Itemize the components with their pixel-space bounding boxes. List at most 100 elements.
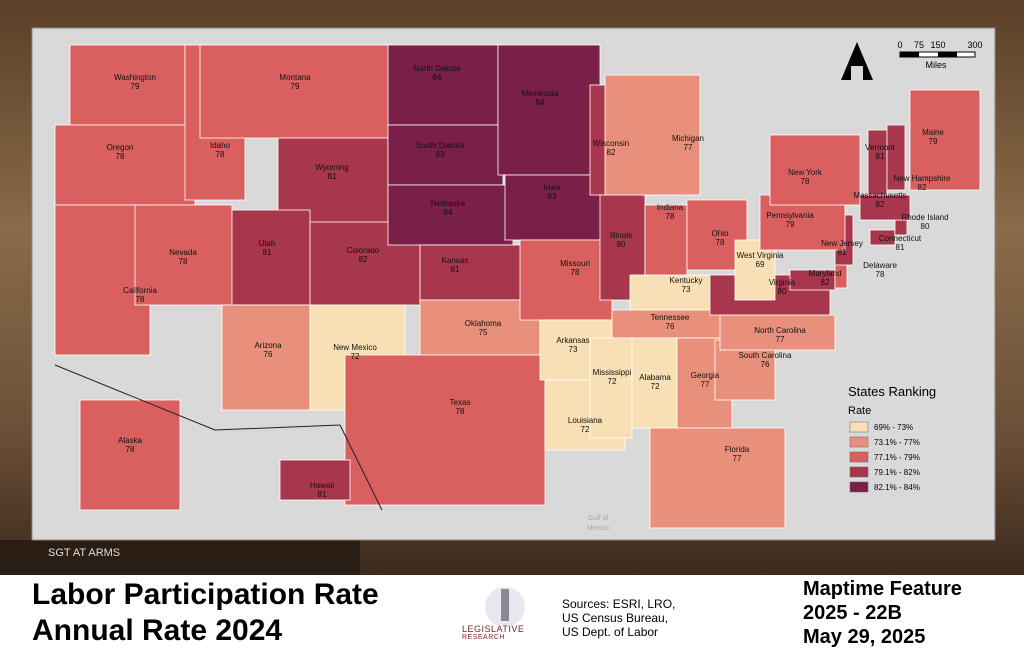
sources: US Dept. of Labor xyxy=(562,625,659,639)
state xyxy=(769,134,861,206)
scale-unit: Miles xyxy=(925,60,947,70)
logo-text: RESEARCH xyxy=(462,634,505,641)
state-value: 80 xyxy=(617,240,626,249)
state-name: Virginia xyxy=(769,278,796,287)
state xyxy=(79,399,181,511)
state-value: 79 xyxy=(929,137,938,146)
scale-label: 300 xyxy=(967,40,982,50)
state xyxy=(277,137,389,224)
state-name: Nebraska xyxy=(431,199,466,208)
legend-subtitle: Rate xyxy=(848,405,871,417)
state-value: 81 xyxy=(896,243,905,252)
state-name: Vermont xyxy=(865,143,896,152)
state-name: Georgia xyxy=(691,371,720,380)
photo-desk xyxy=(0,540,360,575)
legend-swatch xyxy=(849,421,869,433)
state xyxy=(221,304,311,411)
state-value: 82 xyxy=(918,183,927,192)
state-value: 79 xyxy=(786,220,795,229)
state-name: Oregon xyxy=(107,143,134,152)
state-value: 84 xyxy=(433,73,442,82)
water-label: Gulf of xyxy=(588,515,609,522)
state-name: Texas xyxy=(450,398,471,407)
state-value: 81 xyxy=(318,490,327,499)
state-name: North Carolina xyxy=(754,326,806,335)
state xyxy=(344,354,546,506)
state-value: 76 xyxy=(666,322,675,331)
state-value: 72 xyxy=(581,425,590,434)
states: Washington79Oregon78California78Nevada78… xyxy=(54,44,981,529)
logo-text: LEGISLATIVE xyxy=(462,624,525,634)
state-name: Ohio xyxy=(712,229,729,238)
state xyxy=(54,124,196,206)
state-value: 75 xyxy=(479,328,488,337)
sources: Sources: ESRI, LRO, xyxy=(562,597,676,611)
state-name: California xyxy=(123,286,157,295)
state-value: 77 xyxy=(776,335,785,344)
state-value: 84 xyxy=(536,98,545,107)
state-name: Alabama xyxy=(639,373,671,382)
legend-label: 77.1% - 79% xyxy=(874,453,920,462)
state-value: 80 xyxy=(778,287,787,296)
water-label: Mexico xyxy=(587,525,609,532)
feature: May 29, 2025 xyxy=(803,626,926,648)
state xyxy=(199,44,391,139)
inset-line xyxy=(214,424,341,431)
state-name: Tennessee xyxy=(651,313,690,322)
scale-label: 75 xyxy=(914,40,924,50)
legend-label: 73.1% - 77% xyxy=(874,438,920,447)
state-name: Missouri xyxy=(560,259,590,268)
scale-bar xyxy=(899,51,976,58)
north-arrow xyxy=(841,42,873,80)
state xyxy=(649,427,786,529)
state-value: 83 xyxy=(548,192,557,201)
state-name: New Jersey xyxy=(821,239,863,248)
state xyxy=(604,74,701,196)
state-value: 73 xyxy=(569,345,578,354)
state-value: 77 xyxy=(733,454,742,463)
scale-label: 0 xyxy=(897,40,902,50)
state-name: Alaska xyxy=(118,436,143,445)
state-name: Florida xyxy=(725,445,750,454)
state-value: 78 xyxy=(666,212,675,221)
state xyxy=(909,89,981,191)
state xyxy=(867,129,888,196)
state-value: 78 xyxy=(876,270,885,279)
state xyxy=(69,44,186,126)
state xyxy=(497,44,601,176)
legend-label: 79.1% - 82% xyxy=(874,468,920,477)
legend-swatch xyxy=(849,436,869,448)
logo-icon xyxy=(485,587,525,625)
state-name: Illinois xyxy=(610,231,632,240)
state-name: Hawaii xyxy=(310,481,334,490)
scale-label: 150 xyxy=(930,40,945,50)
legend-label: 69% - 73% xyxy=(874,423,913,432)
title: Labor Participation Rate xyxy=(32,578,379,611)
state-value: 76 xyxy=(761,360,770,369)
state-value: 81 xyxy=(451,265,460,274)
state-name: Utah xyxy=(259,239,276,248)
legend-swatch xyxy=(849,451,869,463)
state xyxy=(387,44,499,126)
state-name: Mississippi xyxy=(593,368,632,377)
state xyxy=(589,337,633,439)
state-name: Iowa xyxy=(544,183,561,192)
state-value: 69 xyxy=(756,260,765,269)
inset-line xyxy=(54,364,216,431)
legend-swatch xyxy=(849,481,869,493)
legend-swatch xyxy=(849,466,869,478)
state-value: 81 xyxy=(328,172,337,181)
state-name: Idaho xyxy=(210,141,231,150)
state-name: Massachusetts xyxy=(853,191,906,200)
state-name: South Dakota xyxy=(416,141,465,150)
state xyxy=(631,337,678,429)
state-value: 77 xyxy=(684,143,693,152)
sources: US Census Bureau, xyxy=(562,611,669,625)
state-name: Kansas xyxy=(442,256,469,265)
state-name: West Virginia xyxy=(737,251,784,260)
state-name: South Carolina xyxy=(739,351,792,360)
state-name: Delaware xyxy=(863,261,897,270)
feature: Maptime Feature xyxy=(803,578,962,600)
state-name: Wisconsin xyxy=(593,139,629,148)
